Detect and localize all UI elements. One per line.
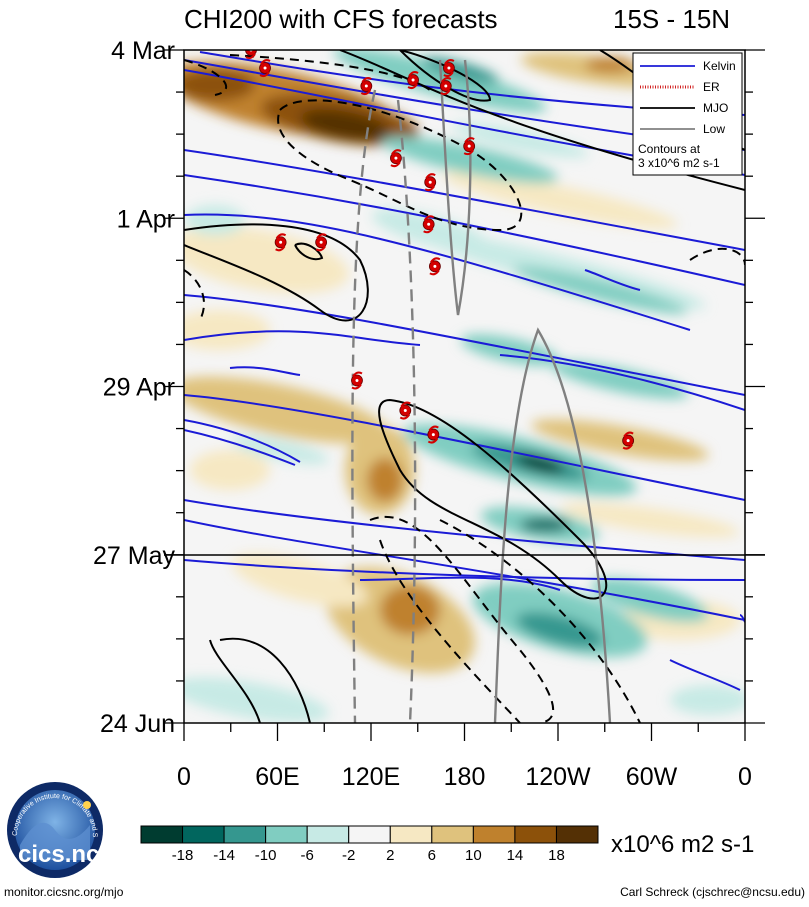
storm-marker bbox=[351, 371, 363, 390]
colorbar-swatch bbox=[431, 825, 474, 844]
logo-text: cics.nc bbox=[18, 841, 99, 868]
x-tick-label: 60E bbox=[255, 763, 299, 791]
legend: Kelvin ER MJO Low Contours at 3 x10^6 m2 s-… bbox=[632, 52, 743, 176]
colorbar-label: -18 bbox=[172, 847, 194, 864]
y-tick-label: 27 May bbox=[93, 542, 175, 570]
storm-marker bbox=[274, 233, 287, 252]
footer-url[interactable]: monitor.cicsnc.org/mjo bbox=[4, 885, 124, 899]
storm-marker bbox=[427, 425, 440, 444]
storm-marker bbox=[424, 173, 437, 192]
colorbar-label: 18 bbox=[548, 847, 565, 864]
y-tick-label: 4 Mar bbox=[111, 37, 175, 65]
x-tick-label: 0 bbox=[177, 763, 191, 791]
colorbar-swatch bbox=[472, 825, 516, 844]
storm-markers bbox=[245, 50, 635, 450]
colorbar-label: 10 bbox=[465, 847, 482, 864]
colorbar-swatch bbox=[389, 825, 433, 844]
storm-marker bbox=[622, 431, 635, 450]
storm-marker bbox=[407, 71, 419, 90]
logo-ring-text: Cooperative Institute for Climate and Sa… bbox=[0, 0, 98, 838]
legend-label-mjo: MJO bbox=[703, 101, 728, 115]
colorbar: -18 -14 -10 -6 -2 2 6 10 14 18 bbox=[140, 825, 599, 864]
chart-region: 15S - 15N bbox=[613, 4, 730, 34]
colorbar-label: -10 bbox=[255, 847, 277, 864]
storm-marker bbox=[399, 401, 412, 420]
colorbar-label: 6 bbox=[428, 847, 436, 864]
chart-title: CHI200 with CFS forecasts bbox=[184, 4, 498, 34]
storm-marker bbox=[245, 50, 257, 59]
colorbar-swatch bbox=[348, 825, 391, 844]
y-tick-label: 1 Apr bbox=[117, 205, 175, 233]
storm-marker bbox=[422, 215, 435, 234]
legend-label-kelvin: Kelvin bbox=[703, 59, 736, 73]
svg-text:Cooperative Institute for Clim: Cooperative Institute for Climate and Sa… bbox=[0, 0, 98, 838]
colorbar-swatch bbox=[140, 825, 184, 844]
colorbar-swatch bbox=[265, 825, 308, 844]
y-axis: 4 Mar 1 Apr 29 Apr 27 May 24 Jun bbox=[93, 37, 765, 738]
storm-marker bbox=[259, 59, 271, 78]
legend-label-er: ER bbox=[703, 80, 720, 94]
low-negative-contours bbox=[351, 89, 417, 723]
legend-label-low: Low bbox=[703, 122, 725, 136]
kelvin-contours bbox=[184, 51, 745, 691]
colorbar-label: -2 bbox=[342, 847, 355, 864]
storm-marker bbox=[463, 137, 476, 156]
x-axis: 0 60E 120E 180 120W 60W 0 bbox=[177, 723, 752, 791]
x-tick-label: 120E bbox=[342, 763, 400, 791]
colorbar-swatch bbox=[306, 825, 350, 844]
colorbar-units: x10^6 m2 s-1 bbox=[611, 831, 754, 858]
storm-marker bbox=[439, 77, 452, 96]
x-tick-label: 60W bbox=[626, 763, 678, 791]
colorbar-swatch bbox=[514, 825, 557, 844]
contour-note-1: Contours at bbox=[638, 142, 701, 156]
storm-marker bbox=[360, 77, 373, 96]
colorbar-label: -14 bbox=[213, 847, 235, 864]
y-tick-label: 29 Apr bbox=[103, 374, 175, 402]
colorbar-swatch bbox=[555, 825, 599, 844]
colorbar-swatch bbox=[223, 825, 267, 844]
cicsnc-logo: Cooperative Institute for Climate and Sa… bbox=[0, 0, 103, 878]
x-tick-label: 0 bbox=[738, 763, 752, 791]
storm-marker bbox=[443, 59, 455, 78]
colorbar-label: 2 bbox=[386, 847, 394, 864]
x-tick-label: 120W bbox=[525, 763, 591, 791]
colorbar-label: 14 bbox=[507, 847, 524, 864]
x-tick-label: 180 bbox=[444, 763, 486, 791]
storm-marker bbox=[390, 149, 402, 168]
footer-author: Carl Schreck (cjschrec@ncsu.edu) bbox=[620, 885, 805, 899]
y-tick-label: 24 Jun bbox=[100, 710, 175, 738]
contour-note-2: 3 x10^6 m2 s-1 bbox=[638, 156, 720, 170]
storm-marker bbox=[315, 233, 328, 252]
storm-marker bbox=[428, 257, 441, 276]
colorbar-swatch bbox=[182, 825, 225, 844]
colorbar-label: -6 bbox=[301, 847, 314, 864]
